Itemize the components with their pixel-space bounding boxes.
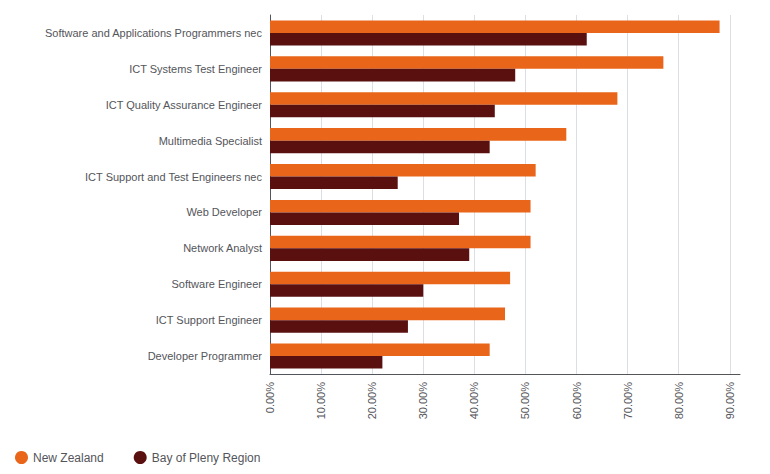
- svg-text:Software Engineer: Software Engineer: [172, 278, 263, 290]
- svg-text:ICT Systems Test Engineer: ICT Systems Test Engineer: [129, 63, 262, 75]
- svg-text:50.00%: 50.00%: [519, 382, 531, 420]
- svg-text:60.00%: 60.00%: [571, 382, 583, 420]
- svg-text:Software and Applications Prog: Software and Applications Programmers ne…: [45, 27, 263, 39]
- svg-text:40.00%: 40.00%: [468, 382, 480, 420]
- svg-text:80.00%: 80.00%: [673, 382, 685, 420]
- svg-text:0.00%: 0.00%: [264, 382, 276, 413]
- svg-text:ICT Support and Test Engineers: ICT Support and Test Engineers nec: [85, 171, 262, 183]
- svg-text:70.00%: 70.00%: [622, 382, 634, 420]
- svg-text:New Zealand: New Zealand: [33, 451, 104, 465]
- svg-text:20.00%: 20.00%: [366, 382, 378, 420]
- svg-text:Bay of Pleny Region: Bay of Pleny Region: [152, 451, 261, 465]
- svg-text:30.00%: 30.00%: [417, 382, 429, 420]
- svg-text:90.00%: 90.00%: [724, 382, 736, 420]
- svg-text:Developer Programmer: Developer Programmer: [148, 350, 263, 362]
- svg-text:Network Analyst: Network Analyst: [183, 242, 262, 254]
- svg-text:ICT Support Engineer: ICT Support Engineer: [156, 314, 263, 326]
- svg-text:Web Developer: Web Developer: [186, 206, 262, 218]
- svg-text:10.00%: 10.00%: [315, 382, 327, 420]
- svg-text:Multimedia Specialist: Multimedia Specialist: [159, 135, 262, 147]
- svg-text:ICT Quality Assurance Engineer: ICT Quality Assurance Engineer: [106, 99, 263, 111]
